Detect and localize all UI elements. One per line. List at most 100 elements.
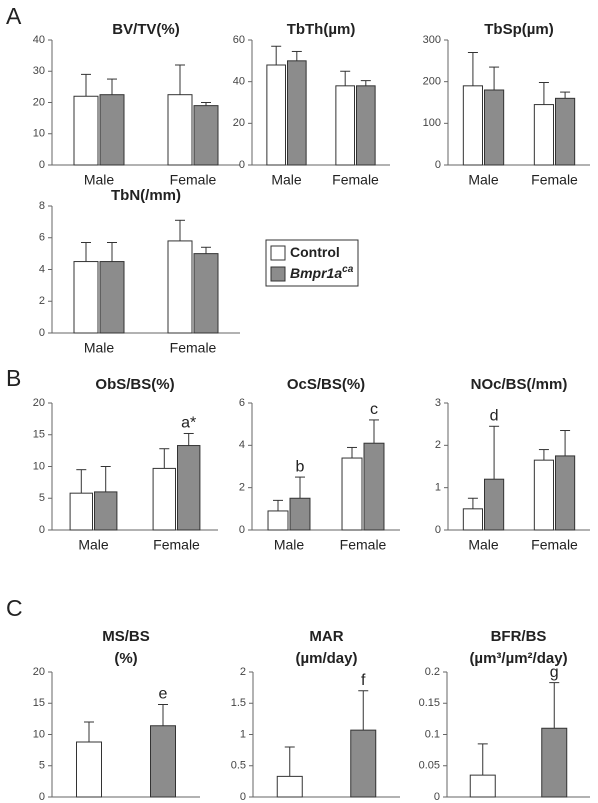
y-tick-label: 2: [239, 482, 245, 494]
bar: [99, 261, 125, 334]
x-tick-label: Male: [468, 172, 499, 188]
bar: [462, 85, 483, 166]
x-tick-label: Female: [531, 172, 578, 188]
y-tick-label: 0: [39, 327, 45, 339]
x-tick-label: Male: [271, 172, 302, 188]
y-tick-label: 3: [435, 397, 441, 409]
y-tick-label: 2: [240, 666, 246, 678]
y-tick-label: 1: [240, 728, 246, 740]
chart-title: (µm/day): [296, 650, 358, 667]
y-tick-label: 20: [233, 117, 245, 129]
bar: [356, 85, 376, 166]
y-tick-label: 10: [33, 728, 45, 740]
bar: [76, 741, 102, 798]
legend-superscript: ca: [342, 264, 354, 275]
x-tick-label: Male: [84, 340, 115, 356]
y-tick-label: 4: [39, 263, 45, 275]
y-tick-label: 0.15: [419, 697, 440, 709]
y-tick-label: 0: [239, 524, 245, 536]
legend-label: Control: [290, 244, 340, 260]
legend-label: Bmpr1aca: [290, 264, 354, 281]
bar: [94, 491, 118, 531]
chart-title: NOc/BS(/mm): [471, 376, 568, 393]
y-tick-label: 0: [39, 791, 45, 803]
chart-title: ObS/BS(%): [95, 376, 174, 393]
legend-swatch: [270, 266, 286, 282]
y-tick-label: 0: [435, 159, 441, 171]
y-tick-label: 0.1: [425, 728, 440, 740]
y-tick-label: 10: [33, 460, 45, 472]
chart-title: BV/TV(%): [112, 21, 180, 38]
y-tick-label: 4: [239, 439, 245, 451]
chart-title: BFR/BS: [491, 628, 547, 645]
y-tick-label: 30: [33, 65, 45, 77]
annotation: f: [361, 672, 366, 689]
bar: [193, 253, 219, 334]
x-tick-label: Male: [78, 537, 109, 553]
bar: [267, 510, 289, 531]
y-tick-label: 0.2: [425, 666, 440, 678]
x-tick-label: Female: [170, 340, 217, 356]
bar: [73, 261, 99, 334]
x-tick-label: Male: [274, 537, 305, 553]
x-tick-label: Female: [531, 537, 578, 553]
bar: [99, 94, 125, 166]
bar: [469, 774, 496, 798]
bar: [462, 508, 483, 531]
y-tick-label: 0: [39, 159, 45, 171]
bar: [69, 492, 93, 531]
chart-title: TbSp(µm): [484, 21, 553, 38]
y-tick-label: 15: [33, 697, 45, 709]
chart-title: TbN(/mm): [111, 187, 181, 204]
y-tick-label: 60: [233, 34, 245, 46]
y-tick-label: 2: [39, 295, 45, 307]
annotation: b: [296, 458, 305, 475]
y-tick-label: 20: [33, 96, 45, 108]
bar: [73, 95, 99, 166]
y-tick-label: 15: [33, 429, 45, 441]
y-tick-label: 200: [423, 76, 441, 88]
annotation: a*: [181, 415, 196, 432]
chart-title: (%): [114, 650, 137, 667]
y-tick-label: 100: [423, 117, 441, 129]
bar: [541, 727, 568, 798]
chart-title: TbTh(µm): [287, 21, 356, 38]
x-tick-label: Male: [84, 172, 115, 188]
annotation: c: [370, 401, 378, 418]
bar: [289, 497, 311, 531]
x-tick-label: Female: [332, 172, 379, 188]
bar: [533, 459, 555, 531]
bar: [363, 442, 385, 531]
chart-title: (µm³/µm²/day): [469, 650, 567, 667]
bar: [484, 478, 505, 531]
x-tick-label: Male: [468, 537, 499, 553]
y-tick-label: 5: [39, 492, 45, 504]
bar: [276, 775, 303, 798]
x-tick-label: Female: [153, 537, 200, 553]
chart-title: OcS/BS(%): [287, 376, 365, 393]
bar: [193, 105, 219, 166]
annotation: g: [550, 664, 559, 681]
x-tick-label: Female: [170, 172, 217, 188]
y-tick-label: 0: [434, 791, 440, 803]
annotation: d: [490, 408, 499, 425]
bar: [350, 729, 377, 798]
legend-name: Bmpr1a: [290, 265, 342, 281]
y-tick-label: 40: [233, 76, 245, 88]
y-tick-label: 0: [435, 524, 441, 536]
y-tick-label: 6: [239, 397, 245, 409]
y-tick-label: 8: [39, 200, 45, 212]
bar: [287, 60, 307, 166]
bar: [152, 467, 176, 531]
y-tick-label: 1.5: [231, 697, 246, 709]
x-tick-label: Female: [340, 537, 387, 553]
legend-box: [265, 239, 359, 287]
bar: [484, 89, 505, 166]
y-tick-label: 1: [435, 482, 441, 494]
legend-name: Control: [290, 244, 340, 260]
annotation: e: [159, 686, 168, 703]
y-tick-label: 0: [39, 524, 45, 536]
bar: [167, 240, 193, 334]
panel-label: C: [6, 595, 23, 621]
